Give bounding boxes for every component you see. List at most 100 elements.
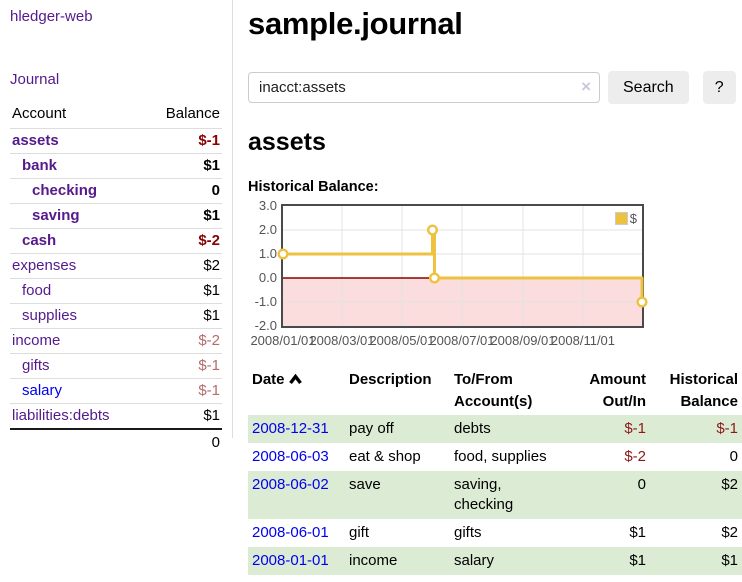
transaction-date-link[interactable]: 2008-06-02 <box>252 476 329 493</box>
account-balance: $-1 <box>198 357 220 374</box>
account-heading: assets <box>248 128 326 156</box>
accounts-total-value: 0 <box>143 428 222 456</box>
x-tick-label: 2008/07/01 <box>429 333 495 348</box>
register-tbody: 2008-12-31 pay off debts $-1 $-1 2008-06-03 ea… <box>248 415 742 575</box>
accounts-header-row: Account Balance <box>10 101 222 129</box>
register-balance-cell: $2 <box>721 524 738 541</box>
y-tick-label: 2.0 <box>258 222 277 237</box>
register-amount-cell: $-1 <box>624 420 646 437</box>
register-description-cell: save <box>349 476 381 493</box>
account-row: cash $-2 <box>10 228 222 254</box>
accounts-tbody: assets $-1 bank $1 checking 0 saving $1 cash $-2 e… <box>10 128 222 430</box>
register-accounts-cell: gifts <box>454 524 482 541</box>
register-description-cell: pay off <box>349 420 394 437</box>
register-accounts-cell: saving, checking <box>454 476 514 513</box>
register-head-row: Date Description To/From Account(s) Amount Ou… <box>248 367 742 415</box>
account-link[interactable]: checking <box>32 182 98 199</box>
register-date-cell: 2008-06-03 <box>248 443 345 471</box>
accounts-total-spacer <box>10 428 144 456</box>
account-link[interactable]: food <box>22 282 52 299</box>
account-balance: $1 <box>203 207 220 224</box>
account-balance: $-2 <box>198 332 220 349</box>
register-balance-cell: $-1 <box>716 420 738 437</box>
x-tick-label: 2008/01/01 <box>250 333 316 348</box>
x-tick-label: 2008/05/01 <box>369 333 435 348</box>
register-amount-cell: $1 <box>629 524 646 541</box>
accounts-col-account: Account <box>12 105 67 122</box>
help-button[interactable]: ? <box>702 71 736 104</box>
account-link[interactable]: gifts <box>22 357 50 374</box>
page-title: sample.journal <box>248 6 463 41</box>
register-description-cell: income <box>349 552 398 569</box>
account-balance: $1 <box>203 407 220 424</box>
y-tick-label: 3.0 <box>258 198 277 213</box>
account-balance: $1 <box>203 157 220 174</box>
account-balance: 0 <box>211 182 220 199</box>
account-link[interactable]: supplies <box>22 307 78 324</box>
register-accounts-cell: salary <box>454 552 495 569</box>
register-amount-cell: 0 <box>637 476 646 493</box>
register-col-header: Description <box>349 371 432 388</box>
account-balance: $-1 <box>198 132 220 149</box>
main-content: sample.journal × Search ? assets Histori… <box>233 0 742 575</box>
x-tick-label: 2008/11/01 <box>550 333 616 348</box>
register-description-cell: eat & shop <box>349 448 421 465</box>
y-tick-label: -2.0 <box>254 318 277 333</box>
register-sort-header-date[interactable]: Date <box>248 367 345 415</box>
y-tick-label: 0.0 <box>258 270 277 285</box>
transaction-date-link[interactable]: 2008-12-31 <box>252 420 329 437</box>
transaction-date-link[interactable]: 2008-01-01 <box>252 552 329 569</box>
accounts-col-balance: Balance <box>165 105 220 122</box>
account-row: saving $1 <box>10 203 222 229</box>
sidebar: hledger-web Journal Account Balance asse… <box>0 0 233 456</box>
register-row: 2008-06-03 eat & shop food, supplies $-2 0 <box>248 443 742 471</box>
account-balance: $1 <box>203 282 220 299</box>
account-link[interactable]: income <box>12 332 61 349</box>
account-balance: $2 <box>203 257 220 274</box>
clear-search-icon[interactable]: × <box>581 77 591 96</box>
account-row: bank $1 <box>10 153 222 179</box>
x-tick-label: 2008/09/01 <box>490 333 556 348</box>
account-link[interactable]: saving <box>32 207 80 224</box>
search-bar: × Search ? <box>248 71 742 104</box>
register-row: 2008-06-01 gift gifts $1 $2 <box>248 519 742 547</box>
register-balance-cell: 0 <box>729 448 738 465</box>
accounts-total-row: 0 <box>10 428 222 456</box>
account-balance: $-1 <box>198 382 220 399</box>
register-date-cell: 2008-01-01 <box>248 547 345 575</box>
register-amount-cell: $-2 <box>624 448 646 465</box>
register-col-header: To/From Account(s) <box>454 371 533 410</box>
account-link[interactable]: expenses <box>12 257 77 274</box>
search-button[interactable]: Search <box>608 71 689 104</box>
register-amount-cell: $1 <box>629 552 646 569</box>
chart-legend: $ <box>612 210 639 227</box>
register-accounts-cell: food, supplies <box>454 448 547 465</box>
register-row: 2008-01-01 income salary $1 $1 <box>248 547 742 575</box>
account-row: salary $-1 <box>10 378 222 404</box>
account-link[interactable]: liabilities:debts <box>12 407 110 424</box>
transaction-date-link[interactable]: 2008-06-03 <box>252 448 329 465</box>
register-date-cell: 2008-12-31 <box>248 415 345 443</box>
account-row: food $1 <box>10 278 222 304</box>
account-row: expenses $2 <box>10 253 222 279</box>
register-description-cell: gift <box>349 524 370 541</box>
y-tick-label: 1.0 <box>258 246 277 261</box>
account-link[interactable]: assets <box>12 132 59 149</box>
chart-title: Historical Balance: <box>248 179 379 195</box>
register-date-cell: 2008-06-01 <box>248 519 345 547</box>
account-link[interactable]: salary <box>22 382 63 399</box>
chart-plot: $ <box>277 204 648 328</box>
account-balance: $1 <box>203 307 220 324</box>
sidebar-item-journal[interactable]: Journal <box>10 71 60 88</box>
account-link[interactable]: cash <box>22 232 57 249</box>
register-table: Date Description To/From Account(s) Amount Ou… <box>248 367 742 575</box>
transaction-date-link[interactable]: 2008-06-01 <box>252 524 329 541</box>
register-balance-cell: $2 <box>721 476 738 493</box>
app-title-link[interactable]: hledger-web <box>10 8 93 25</box>
legend-label: $ <box>629 211 637 226</box>
account-balance: $-2 <box>198 232 220 249</box>
y-tick-label: -1.0 <box>254 294 277 309</box>
account-link[interactable]: bank <box>22 157 58 174</box>
register-col-header: Historical Balance <box>669 371 738 410</box>
search-input[interactable] <box>248 72 600 103</box>
